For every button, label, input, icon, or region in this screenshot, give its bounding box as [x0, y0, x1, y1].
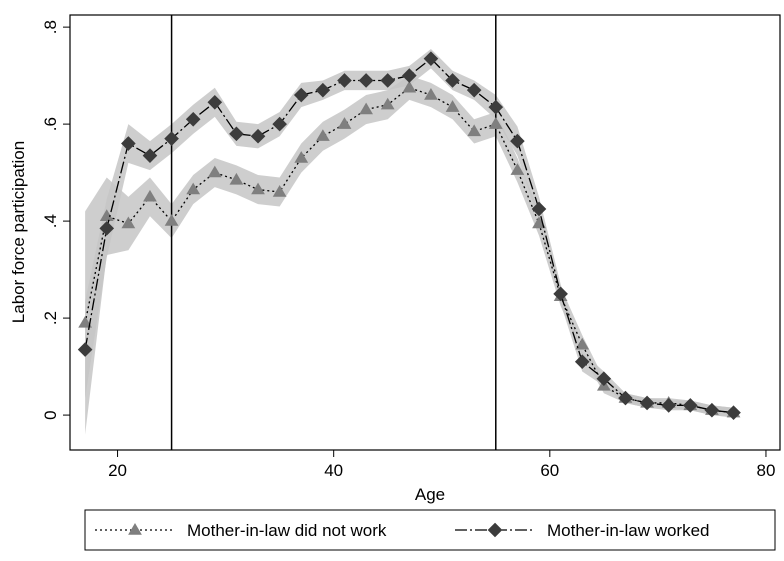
- marker: [164, 214, 179, 226]
- marker: [359, 102, 373, 115]
- y-tick-label: 0: [41, 410, 60, 419]
- marker: [250, 128, 266, 144]
- y-tick-label: .6: [41, 117, 60, 131]
- legend-box: [84, 509, 776, 551]
- marker: [358, 73, 374, 88]
- marker: [78, 315, 93, 328]
- confidence-band: [85, 48, 734, 418]
- marker: [337, 117, 352, 129]
- marker: [272, 185, 287, 197]
- x-tick-label: 80: [756, 461, 775, 480]
- marker: [488, 99, 504, 115]
- marker: [423, 51, 439, 66]
- marker: [121, 216, 136, 229]
- marker: [164, 131, 179, 146]
- marker: [466, 82, 482, 98]
- marker: [575, 337, 590, 350]
- marker: [142, 148, 158, 163]
- marker: [99, 221, 115, 236]
- y-tick-label: .4: [41, 214, 60, 228]
- marker: [207, 94, 223, 110]
- marker: [488, 117, 503, 129]
- legend-label: Mother-in-law did not work: [187, 521, 387, 540]
- marker: [272, 116, 287, 132]
- marker: [445, 100, 460, 112]
- marker: [380, 73, 396, 88]
- marker: [337, 73, 352, 88]
- marker: [186, 182, 201, 195]
- marker: [487, 522, 503, 538]
- marker: [574, 354, 590, 370]
- marker: [402, 68, 417, 83]
- marker: [77, 342, 93, 357]
- x-tick-label: 40: [324, 461, 343, 480]
- marker: [293, 87, 309, 103]
- x-tick-label: 20: [108, 461, 127, 480]
- x-tick-label: 60: [540, 461, 559, 480]
- marker: [402, 80, 417, 93]
- y-tick-label: .8: [41, 20, 60, 34]
- marker: [143, 189, 157, 202]
- legend-label: Mother-in-law worked: [547, 521, 710, 540]
- marker: [618, 390, 633, 406]
- y-tick-label: .2: [41, 311, 60, 325]
- marker: [510, 163, 525, 175]
- marker: [121, 136, 136, 151]
- marker: [553, 286, 568, 302]
- marker: [185, 111, 201, 127]
- marker: [682, 398, 698, 413]
- marker: [229, 172, 244, 185]
- marker: [510, 133, 525, 149]
- marker: [128, 523, 142, 535]
- marker: [316, 129, 330, 141]
- marker: [251, 182, 265, 195]
- marker: [229, 126, 244, 142]
- plot-frame: [69, 14, 781, 451]
- y-axis-label: Labor force participation: [9, 141, 28, 323]
- marker: [726, 405, 741, 420]
- marker: [531, 201, 547, 217]
- marker: [445, 73, 460, 88]
- marker: [380, 97, 395, 110]
- marker: [596, 371, 612, 387]
- x-axis-label: Age: [415, 485, 445, 504]
- marker: [294, 151, 309, 163]
- marker: [315, 82, 331, 98]
- marker: [467, 124, 482, 137]
- marker: [639, 395, 655, 411]
- marker: [424, 88, 438, 100]
- marker: [207, 165, 222, 178]
- marker: [661, 398, 676, 413]
- marker: [704, 402, 720, 418]
